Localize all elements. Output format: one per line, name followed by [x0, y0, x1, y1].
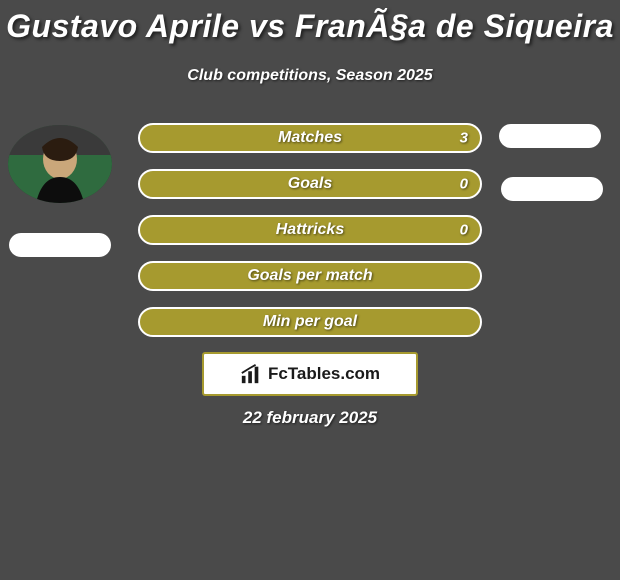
- generation-date: 22 february 2025: [0, 408, 620, 428]
- stat-bar-goals: Goals 0: [138, 169, 482, 199]
- player-left-avatar: [8, 125, 112, 203]
- avatar-placeholder-icon: [8, 125, 112, 203]
- stat-label: Goals per match: [247, 267, 372, 285]
- stat-label: Hattricks: [276, 221, 344, 239]
- stat-value: 0: [460, 222, 468, 239]
- brand-text: FcTables.com: [268, 364, 380, 384]
- stat-label: Min per goal: [263, 313, 357, 331]
- page-subtitle: Club competitions, Season 2025: [0, 67, 620, 85]
- player-right-pill-2: [501, 177, 603, 201]
- stat-bar-matches: Matches 3: [138, 123, 482, 153]
- brand-badge: FcTables.com: [202, 352, 418, 396]
- stat-label: Goals: [288, 175, 332, 193]
- stat-bar-hattricks: Hattricks 0: [138, 215, 482, 245]
- stat-value: 0: [460, 176, 468, 193]
- bar-chart-icon: [240, 363, 262, 385]
- stat-value: 3: [460, 130, 468, 147]
- stat-label: Matches: [278, 129, 342, 147]
- player-left-name-pill: [9, 233, 111, 257]
- player-right-pill-1: [499, 124, 601, 148]
- stat-bars: Matches 3 Goals 0 Hattricks 0 Goals per …: [138, 123, 482, 353]
- stat-bar-min-per-goal: Min per goal: [138, 307, 482, 337]
- page-title: Gustavo Aprile vs FranÃ§a de Siqueira: [0, 0, 620, 45]
- stat-bar-goals-per-match: Goals per match: [138, 261, 482, 291]
